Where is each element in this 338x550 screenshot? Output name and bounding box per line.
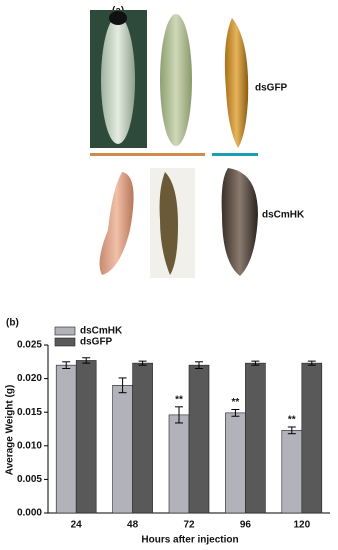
legend-swatch bbox=[54, 326, 76, 336]
bar bbox=[75, 360, 97, 514]
significance-label: ** bbox=[175, 394, 183, 405]
y-tick-label: 0.005 bbox=[17, 474, 42, 485]
y-tick-label: 0.025 bbox=[17, 340, 42, 351]
x-tick-label: 48 bbox=[127, 520, 139, 531]
pupa bbox=[221, 168, 258, 276]
significance-label: ** bbox=[232, 397, 240, 408]
bar bbox=[301, 362, 323, 514]
legend-swatch bbox=[54, 337, 76, 347]
y-tick-label: 0.010 bbox=[17, 440, 42, 451]
treatment-label: dsGFP bbox=[255, 83, 288, 94]
x-tick-label: 72 bbox=[183, 520, 195, 531]
bar bbox=[132, 362, 153, 514]
y-tick-label: 0.000 bbox=[17, 508, 42, 519]
larva bbox=[160, 14, 192, 146]
x-tick-label: 24 bbox=[71, 520, 83, 531]
larva bbox=[101, 16, 135, 144]
x-tick-label: 96 bbox=[240, 520, 252, 531]
panel-label: (b) bbox=[6, 318, 19, 329]
bar bbox=[55, 364, 77, 514]
bar bbox=[245, 362, 266, 514]
larva bbox=[99, 172, 134, 275]
bar bbox=[112, 385, 133, 514]
divider bbox=[212, 153, 258, 156]
bar bbox=[225, 412, 246, 514]
legend-label: dsCmHK bbox=[80, 326, 123, 337]
larva bbox=[159, 172, 178, 275]
bar bbox=[168, 414, 190, 514]
x-axis-title: Hours after injection bbox=[141, 535, 238, 546]
divider bbox=[90, 153, 205, 156]
significance-label: ** bbox=[288, 415, 296, 426]
bar bbox=[281, 430, 303, 514]
x-tick-label: 120 bbox=[293, 520, 310, 531]
y-tick-label: 0.020 bbox=[17, 373, 42, 384]
y-axis-title: Average Weight (g) bbox=[5, 385, 16, 476]
y-tick-label: 0.015 bbox=[17, 407, 42, 418]
bar bbox=[188, 364, 210, 514]
legend-label: dsGFP bbox=[80, 337, 113, 348]
treatment-label: dsCmHK bbox=[262, 210, 305, 221]
pupa bbox=[224, 18, 249, 148]
larva-head bbox=[109, 11, 127, 25]
